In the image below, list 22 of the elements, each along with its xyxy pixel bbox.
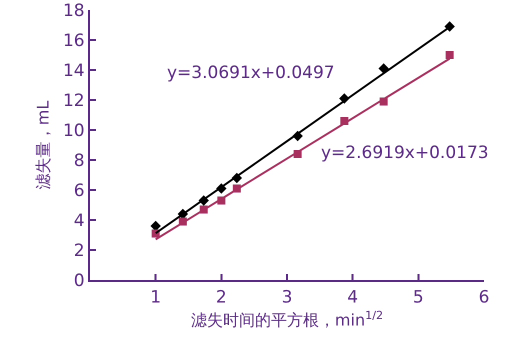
y-tick-label: 8 [74, 150, 85, 171]
x-tick-label: 5 [412, 287, 424, 308]
x-tick-label: 6 [478, 287, 490, 308]
y-tick-label: 16 [62, 30, 85, 51]
x-tick-label: 4 [347, 287, 358, 308]
y-tick-label: 4 [74, 210, 85, 231]
y-axis-title: 滤失量，mL [33, 100, 52, 190]
y-tick-label: 0 [74, 270, 85, 291]
x-tick-label: 3 [282, 287, 292, 308]
x-tick-label: 2 [216, 287, 227, 308]
annotation: y=2.6919x+0.0173 [321, 143, 489, 163]
point [446, 51, 454, 59]
annotation: y=3.0691x+0.0497 [167, 63, 335, 83]
x-axis-title: 滤失时间的平方根，min$^{1/2}$ [190, 308, 384, 330]
x-tick-label: 1 [150, 287, 162, 308]
y-tick-label: 6 [74, 180, 85, 201]
point [378, 63, 389, 74]
y-tick-label: 2 [74, 240, 85, 261]
y-tick-label: 14 [62, 60, 85, 81]
y-tick-label: 18 [62, 0, 85, 21]
y-tick-label: 12 [62, 90, 85, 111]
y-tick-label: 10 [62, 120, 85, 141]
